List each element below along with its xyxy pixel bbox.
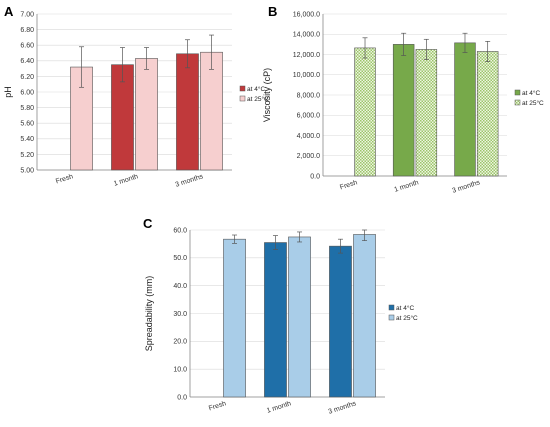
- y-tick-label: 30.0: [173, 311, 187, 318]
- y-tick-label: 0.0: [177, 394, 187, 401]
- y-tick-label: 40.0: [173, 283, 187, 290]
- legend-swatch: [388, 304, 395, 311]
- y-tick-label: 7.00: [20, 11, 34, 18]
- x-tick-label: Fresh: [208, 400, 227, 412]
- bar-at-25c-3-months: [200, 51, 223, 171]
- bar-at-4c-3-months: [176, 53, 199, 171]
- y-tick-label: 6.80: [20, 27, 34, 34]
- y-tick-label: 10.0: [173, 367, 187, 374]
- x-tick-label: Fresh: [339, 179, 358, 191]
- bar-at-25c-3-months: [476, 51, 499, 177]
- legend-label: at 25°C: [522, 99, 544, 107]
- panel-letter: B: [268, 4, 277, 19]
- y-axis-label: pH: [3, 86, 13, 98]
- bar-at-4c-1-month: [392, 44, 415, 177]
- y-tick-label: 10,000.0: [293, 72, 320, 79]
- y-tick-label: 5.40: [20, 136, 34, 143]
- y-tick-label: 6.20: [20, 74, 34, 81]
- x-tick-label: 1 month: [113, 173, 139, 188]
- legend-swatch: [239, 85, 246, 92]
- legend-label: at 4°C: [396, 304, 414, 312]
- bar-at-25c-fresh: [354, 47, 376, 177]
- x-tick-label: 3 months: [451, 179, 481, 195]
- bar-at-25c-fresh: [223, 238, 246, 398]
- chart-panel-c: C 0.0 10.0 20.0 30.0 40.0 50.0 60.0 Spreadabilit…: [143, 216, 418, 416]
- chart-panel-a: A 5.00 5.20 5.40 5.60 5.80 6.00 6.20 6.40 6.60 6.8…: [3, 4, 269, 189]
- y-tick-label: 8,000.0: [297, 92, 320, 99]
- y-tick-label: 20.0: [173, 339, 187, 346]
- y-tick-label: 5.20: [20, 152, 34, 159]
- y-tick-label: 6.00: [20, 89, 34, 96]
- legend-swatch: [388, 314, 395, 321]
- legend-swatch: [514, 89, 521, 96]
- bar-at-4c-3-months: [329, 245, 352, 398]
- x-tick-label: 1 month: [266, 400, 292, 415]
- bar-at-4c-1-month: [264, 242, 287, 398]
- legend-label: at 4°C: [522, 89, 540, 97]
- y-axis-label: Spreadability (mm): [144, 276, 154, 352]
- x-tick-label: 3 months: [175, 173, 205, 189]
- y-tick-label: 16,000.0: [293, 11, 320, 18]
- bar-at-25c-1-month: [135, 58, 158, 171]
- y-tick-label: 2,000.0: [297, 153, 320, 160]
- y-tick-label: 12,000.0: [293, 52, 320, 59]
- y-tick-label: 60.0: [173, 227, 187, 234]
- y-tick-label: 14,000.0: [293, 32, 320, 39]
- legend-label: at 4°C: [247, 85, 265, 93]
- legend-swatch: [239, 95, 246, 102]
- y-tick-label: 5.00: [20, 167, 34, 174]
- y-tick-label: 5.80: [20, 105, 34, 112]
- bar-at-25c-3-months: [353, 234, 376, 398]
- y-tick-label: 6.60: [20, 43, 34, 50]
- x-tick-label: Fresh: [55, 173, 74, 185]
- bar-at-25c-1-month: [415, 49, 438, 177]
- y-tick-label: 6,000.0: [297, 113, 320, 120]
- y-tick-label: 0.0: [310, 173, 320, 180]
- y-tick-label: 6.40: [20, 58, 34, 65]
- y-tick-label: 5.60: [20, 121, 34, 128]
- legend-swatch: [514, 99, 521, 106]
- legend-label: at 25°C: [247, 95, 269, 103]
- legend-label: at 25°C: [396, 314, 418, 322]
- panel-letter: C: [143, 216, 153, 231]
- panel-letter: A: [4, 4, 14, 19]
- y-axis-label: Viscosity (cP): [262, 68, 272, 122]
- bar-at-4c-3-months: [454, 42, 476, 177]
- chart-panel-b: B 0.0 2,000.0 4,000.0 6,000.0 8,000.0 10,000.0…: [262, 4, 544, 195]
- x-tick-label: 1 month: [393, 179, 419, 194]
- y-tick-label: 50.0: [173, 255, 187, 262]
- y-tick-label: 4,000.0: [297, 133, 320, 140]
- bar-at-25c-1-month: [288, 236, 311, 398]
- x-tick-label: 3 months: [328, 400, 358, 416]
